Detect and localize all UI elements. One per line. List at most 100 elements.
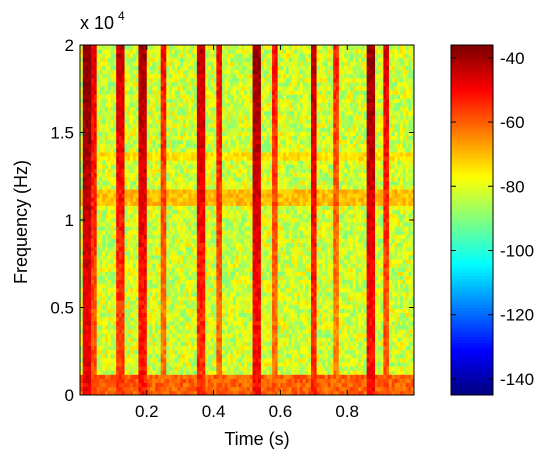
spectrogram-cell xyxy=(221,61,226,66)
spectrogram-cell xyxy=(99,362,103,367)
spectrogram-cell xyxy=(188,115,192,120)
spectrogram-cell xyxy=(107,312,112,318)
spectrogram-cell xyxy=(235,234,240,239)
spectrogram-cell xyxy=(152,119,156,124)
spectrogram-cell xyxy=(205,189,209,194)
spectrogram-cell xyxy=(88,386,92,392)
spectrogram-cell xyxy=(174,102,178,108)
spectrogram-cell xyxy=(171,283,176,289)
spectrogram-cell xyxy=(210,370,214,375)
spectrogram-cell xyxy=(171,143,176,149)
spectrogram-cell xyxy=(138,49,142,54)
spectrogram-cell xyxy=(121,82,125,87)
spectrogram-cell xyxy=(202,341,206,346)
spectrogram-cell xyxy=(149,147,153,153)
spectrogram-cell xyxy=(241,131,245,136)
spectrogram-cell xyxy=(82,193,86,198)
spectrogram-cell xyxy=(132,209,137,215)
spectrogram-cell xyxy=(235,337,240,342)
spectrogram-cell xyxy=(141,271,145,276)
spectrogram-cell xyxy=(93,378,98,384)
spectrogram-cell xyxy=(155,312,159,318)
spectrogram-cell xyxy=(224,362,228,367)
spectrogram-cell xyxy=(138,197,142,202)
spectrogram-cell xyxy=(171,57,176,62)
spectrogram-cell xyxy=(146,49,150,54)
spectrogram-cell xyxy=(141,345,145,351)
spectrogram-cell xyxy=(180,300,184,305)
spectrogram-cell xyxy=(205,53,209,58)
spectrogram-cell xyxy=(144,57,148,62)
spectrogram-cell xyxy=(180,316,184,322)
spectrogram-cell xyxy=(82,312,86,318)
spectrogram-cell xyxy=(221,69,226,75)
spectrogram-cell xyxy=(144,296,148,301)
spectrogram-cell xyxy=(235,189,240,194)
spectrogram-cell xyxy=(188,152,192,157)
spectrogram-cell xyxy=(221,156,226,161)
spectrogram-cell xyxy=(180,193,184,198)
spectrogram-cell xyxy=(188,271,192,276)
spectrogram-cell xyxy=(124,390,128,396)
spectrogram-cell xyxy=(188,374,192,379)
spectrogram-cell xyxy=(230,230,234,235)
spectrogram-cell xyxy=(152,94,156,99)
spectrogram-cell xyxy=(82,147,86,153)
spectrogram-cell xyxy=(241,296,245,301)
spectrogram-cell xyxy=(171,353,176,359)
spectrogram-cell xyxy=(107,147,112,153)
spectrogram-cell xyxy=(146,341,150,346)
spectrogram-cell xyxy=(141,172,145,178)
spectrogram-cell xyxy=(180,45,184,50)
spectrogram-cell xyxy=(241,370,245,375)
spectrogram-cell xyxy=(144,222,148,227)
spectrogram-cell xyxy=(93,341,98,346)
spectrogram-cell xyxy=(227,362,231,367)
spectrogram-cell xyxy=(91,143,95,149)
spectrogram-cell xyxy=(127,131,131,136)
spectrogram-cell xyxy=(191,57,195,62)
spectrogram-cell xyxy=(205,296,209,301)
spectrogram-cell xyxy=(118,127,123,132)
spectrogram-cell xyxy=(155,73,159,79)
spectrogram-cell xyxy=(216,362,220,367)
spectrogram-cell xyxy=(110,160,114,165)
spectrogram-cell xyxy=(138,160,142,165)
spectrogram-cell xyxy=(152,180,156,186)
spectrogram-cell xyxy=(182,362,187,367)
spectrogram-cell xyxy=(216,353,220,359)
spectrogram-cell xyxy=(163,205,167,211)
spectrogram-cell xyxy=(224,147,228,153)
spectrogram-cell xyxy=(160,209,164,215)
spectrogram-cell xyxy=(96,152,100,157)
spectrogram-cell xyxy=(96,362,100,367)
spectrogram-cell xyxy=(127,337,131,342)
spectrogram-cell xyxy=(152,287,156,293)
spectrogram-cell xyxy=(102,222,106,227)
spectrogram-cell xyxy=(238,271,242,276)
spectrogram-cell xyxy=(130,98,134,104)
spectrogram-cell xyxy=(171,213,176,219)
spectrogram-cell xyxy=(163,341,167,346)
spectrogram-cell xyxy=(132,94,137,99)
spectrogram-cell xyxy=(93,213,98,219)
spectrogram-cell xyxy=(208,312,212,318)
spectrogram-cell xyxy=(205,320,209,326)
spectrogram-cell xyxy=(149,201,153,206)
spectrogram-cell xyxy=(88,127,92,132)
spectrogram-cell xyxy=(157,127,162,132)
spectrogram-cell xyxy=(202,90,206,95)
spectrogram-cell xyxy=(91,61,95,66)
spectrogram-cell xyxy=(216,201,220,206)
spectrogram-cell xyxy=(238,378,242,384)
spectrogram-cell xyxy=(141,292,145,297)
spectrogram-cell xyxy=(199,378,203,384)
spectrogram-cell xyxy=(130,45,134,50)
spectrogram-cell xyxy=(124,98,128,104)
spectrogram-cell xyxy=(138,213,142,219)
spectrogram-cell xyxy=(233,193,237,198)
spectrogram-cell xyxy=(174,353,178,359)
spectrogram-cell xyxy=(227,263,231,268)
spectrogram-cell xyxy=(80,238,84,244)
spectrogram-cell xyxy=(102,226,106,231)
